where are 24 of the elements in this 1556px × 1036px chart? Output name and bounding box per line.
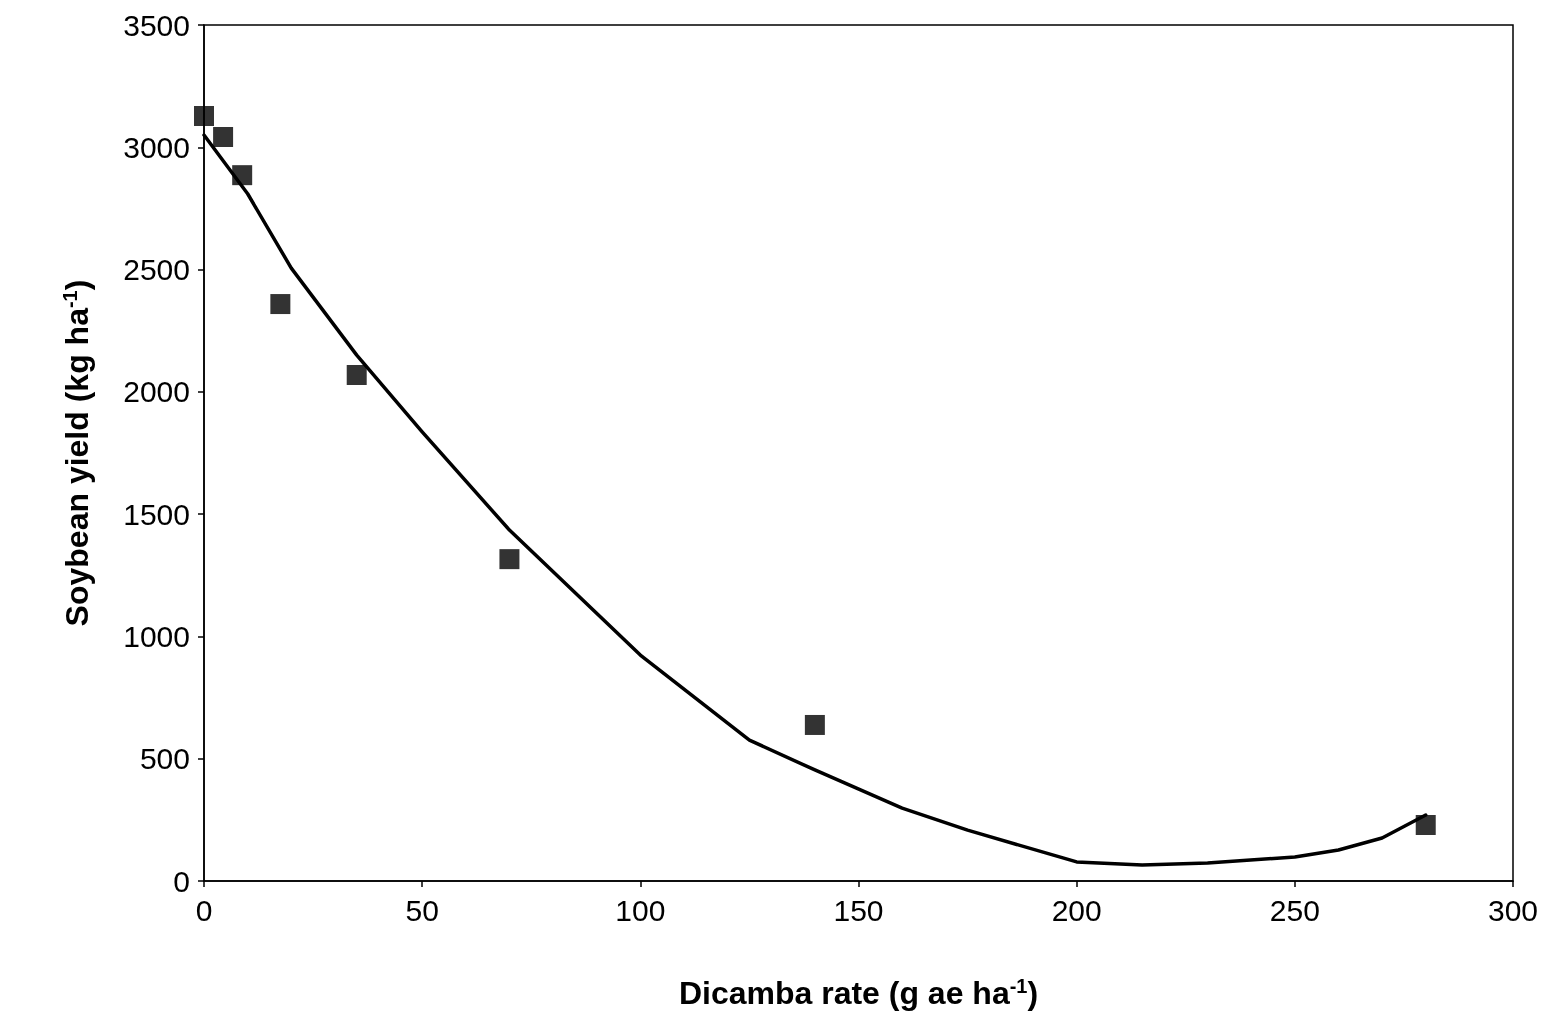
point [213,127,234,148]
point [499,549,520,570]
y-tick-label: 0 [173,864,190,898]
point [804,714,825,735]
y-tick-label: 1500 [123,497,190,531]
y-tick-label: 3000 [123,130,190,164]
y-tick-label: 1000 [123,619,190,653]
y-tick-label: 2500 [123,253,190,287]
x-tick-label: 50 [405,893,439,927]
point [1415,814,1436,835]
y-tick-label: 3500 [123,8,190,42]
point [194,105,214,126]
x-tick-label: 200 [1051,893,1102,927]
y-tick-label: 500 [139,742,190,776]
point [232,165,253,186]
x-tick-label: 300 [1487,893,1539,927]
x-tick-label: 250 [1269,893,1320,927]
point [346,364,367,385]
x-tick-label: 150 [833,893,884,927]
point [270,294,291,315]
x-tick-label: 100 [615,893,666,927]
y-axis-title: Soybean yield (kg ha-1) [59,279,95,627]
x-tick-label: 0 [195,893,213,927]
y-tick-label: 2000 [123,375,190,409]
